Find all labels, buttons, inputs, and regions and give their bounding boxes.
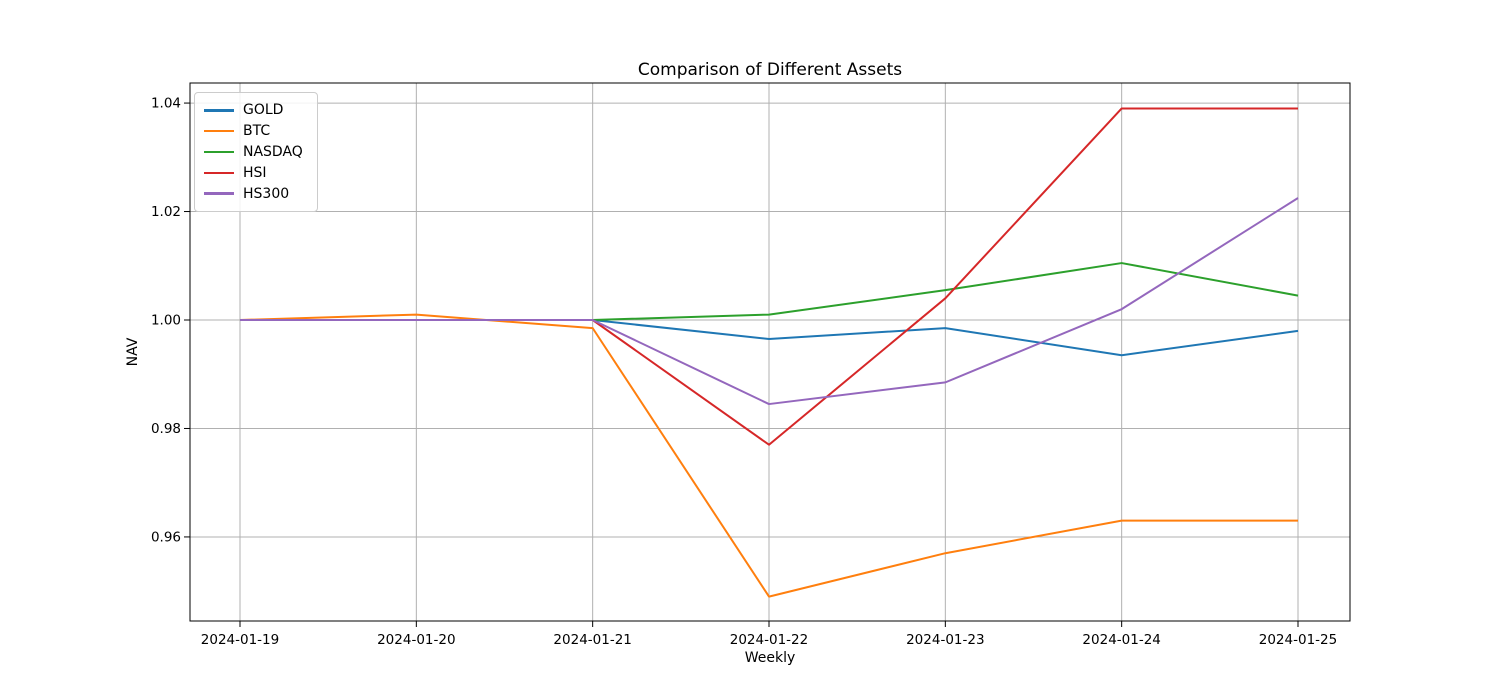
y-tick-label: 1.00 bbox=[151, 313, 181, 329]
y-tick-label: 0.96 bbox=[151, 529, 181, 545]
x-tick-label: 2024-01-24 bbox=[1082, 632, 1160, 648]
legend-label: NASDAQ bbox=[243, 143, 303, 160]
legend-label: BTC bbox=[243, 123, 271, 140]
y-tick-label: 0.98 bbox=[151, 421, 181, 437]
legend-line-swatch bbox=[204, 129, 234, 133]
legend-label: GOLD bbox=[243, 102, 284, 119]
legend-label: HSI bbox=[243, 164, 267, 181]
x-tick-label: 2024-01-21 bbox=[553, 632, 631, 648]
x-tick-label: 2024-01-22 bbox=[730, 632, 808, 648]
legend-item-hsi: HSI bbox=[204, 162, 307, 183]
legend-line-swatch bbox=[204, 150, 234, 154]
legend-line-swatch bbox=[204, 109, 234, 112]
legend-label: HS300 bbox=[243, 185, 290, 202]
x-tick-label: 2024-01-20 bbox=[377, 632, 455, 648]
x-axis-label: Weekly bbox=[744, 650, 796, 666]
chart-title: Comparison of Different Assets bbox=[637, 60, 903, 80]
legend: GOLD BTC NASDAQ HSI HS300 bbox=[194, 92, 318, 212]
legend-line-swatch bbox=[204, 171, 234, 175]
legend-item-gold: GOLD bbox=[204, 100, 307, 121]
legend-item-btc: BTC bbox=[204, 121, 307, 142]
x-tick-label: 2024-01-23 bbox=[906, 632, 984, 648]
legend-item-hs300: HS300 bbox=[204, 183, 307, 204]
x-tick-label: 2024-01-19 bbox=[201, 632, 279, 648]
series-line-hs300 bbox=[240, 197, 1299, 406]
legend-item-nasdaq: NASDAQ bbox=[204, 142, 307, 163]
x-tick-label: 2024-01-25 bbox=[1259, 632, 1337, 648]
y-tick-label: 1.02 bbox=[151, 204, 181, 220]
legend-line-swatch bbox=[204, 192, 234, 195]
y-tick-label: 1.04 bbox=[151, 96, 181, 112]
series-line-btc bbox=[239, 313, 1298, 598]
plot-border bbox=[189, 82, 1351, 622]
